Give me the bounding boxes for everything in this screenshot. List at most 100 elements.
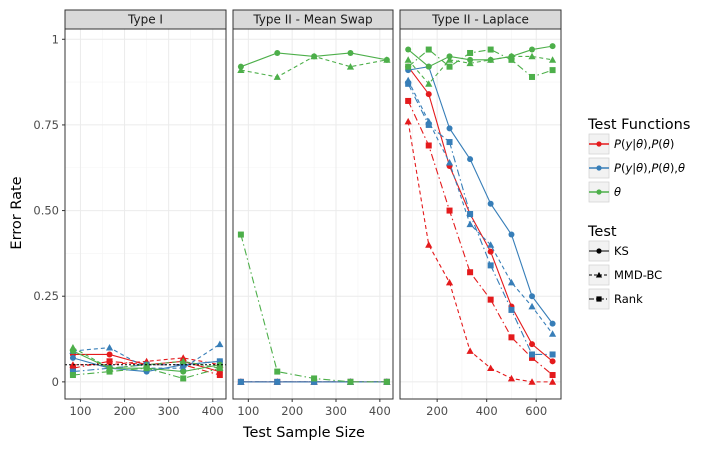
series-line — [407, 66, 553, 362]
x-tick-label: 300 — [158, 404, 180, 418]
facet-strip-title: Type II - Laplace — [431, 13, 529, 27]
data-point — [310, 52, 318, 60]
series-line — [407, 45, 553, 68]
y-tick-label: 0.25 — [33, 289, 59, 303]
legend-title: Test — [587, 224, 617, 240]
data-point — [347, 378, 354, 385]
data-point — [467, 211, 474, 217]
data-point — [69, 344, 77, 351]
data-point — [69, 365, 76, 372]
data-point — [445, 159, 454, 166]
data-point — [466, 347, 474, 354]
data-point — [487, 296, 494, 303]
data-point — [549, 320, 556, 327]
data-point — [467, 49, 474, 56]
panel-background — [65, 29, 226, 399]
data-point — [548, 330, 557, 337]
data-point — [106, 351, 113, 358]
data-point — [216, 340, 224, 348]
data-point — [347, 49, 354, 56]
data-point — [487, 46, 494, 53]
legend-key-marker — [596, 248, 602, 254]
data-point — [548, 56, 557, 63]
data-point — [467, 156, 474, 163]
data-point — [180, 368, 187, 375]
x-tick-label: 100 — [237, 404, 259, 418]
y-tick-label: 1 — [52, 32, 59, 46]
data-point — [216, 358, 223, 365]
data-point — [425, 121, 432, 128]
data-point — [106, 358, 113, 365]
x-tick-label: 100 — [69, 404, 91, 418]
data-point — [237, 378, 244, 385]
data-point — [179, 357, 187, 365]
data-point — [143, 365, 150, 372]
data-point — [487, 241, 495, 248]
data-point — [425, 46, 432, 53]
data-point — [487, 364, 495, 372]
data-point — [216, 365, 223, 372]
data-point — [548, 378, 557, 385]
legend-label-part: θ — [663, 137, 670, 151]
data-point — [528, 378, 536, 385]
data-point — [425, 91, 432, 98]
data-point — [106, 368, 113, 375]
legend-label-part: | — [632, 137, 636, 151]
data-point — [69, 368, 76, 375]
legend-label-part: ), — [670, 161, 678, 175]
legend-label-part: P — [614, 137, 621, 151]
data-point — [446, 207, 453, 214]
panel-border — [399, 28, 562, 400]
data-point — [446, 139, 453, 146]
y-axis: 0 0.25 0.50 0.75 1 — [33, 32, 65, 389]
data-point — [529, 354, 536, 361]
legend-label-part: ( — [621, 161, 626, 175]
x-tick-label: 300 — [325, 404, 347, 418]
data-point — [179, 354, 187, 361]
data-point — [404, 117, 412, 125]
data-point — [467, 269, 474, 276]
legend-label-part: ), — [643, 161, 651, 175]
series-line — [407, 55, 553, 85]
data-point — [549, 372, 556, 379]
legend-key-marker — [596, 296, 602, 302]
y-axis-title: Error Rate — [9, 176, 25, 249]
legend-label-part: θ — [636, 161, 643, 175]
legend-label-part: P — [651, 137, 658, 151]
data-point — [466, 220, 474, 228]
legend-label-part: | — [632, 161, 636, 175]
panel-border — [64, 28, 227, 400]
data-point — [105, 344, 114, 351]
data-point — [216, 372, 223, 379]
x-tick-label: 400 — [369, 404, 391, 418]
x-tick-label: 600 — [525, 404, 547, 418]
data-point — [180, 375, 187, 382]
legend-label-part: y — [624, 161, 632, 175]
series-line — [407, 100, 553, 376]
data-point — [508, 306, 515, 313]
data-point — [425, 80, 433, 87]
data-point — [274, 368, 281, 375]
data-point — [529, 351, 536, 358]
y-tick-label: 0 — [52, 375, 59, 389]
legend-label-part: θ — [614, 185, 621, 199]
legend-label-part: P — [651, 161, 658, 175]
series-line — [407, 80, 554, 335]
data-point — [529, 293, 536, 300]
series-line — [407, 48, 553, 78]
data-point — [446, 125, 453, 132]
data-point — [487, 200, 494, 207]
legend-label: MMD-BC — [614, 268, 662, 282]
data-point — [487, 56, 495, 63]
x-axis-title: Test Sample Size — [242, 425, 365, 441]
data-point — [346, 63, 355, 70]
legend-label: Rank — [614, 292, 643, 306]
data-point — [529, 46, 536, 53]
x-tick-label: 200 — [281, 404, 303, 418]
data-point — [274, 378, 281, 385]
data-point — [508, 56, 515, 63]
data-point — [311, 375, 318, 382]
legend-key-marker — [596, 165, 602, 171]
data-point — [549, 351, 556, 358]
